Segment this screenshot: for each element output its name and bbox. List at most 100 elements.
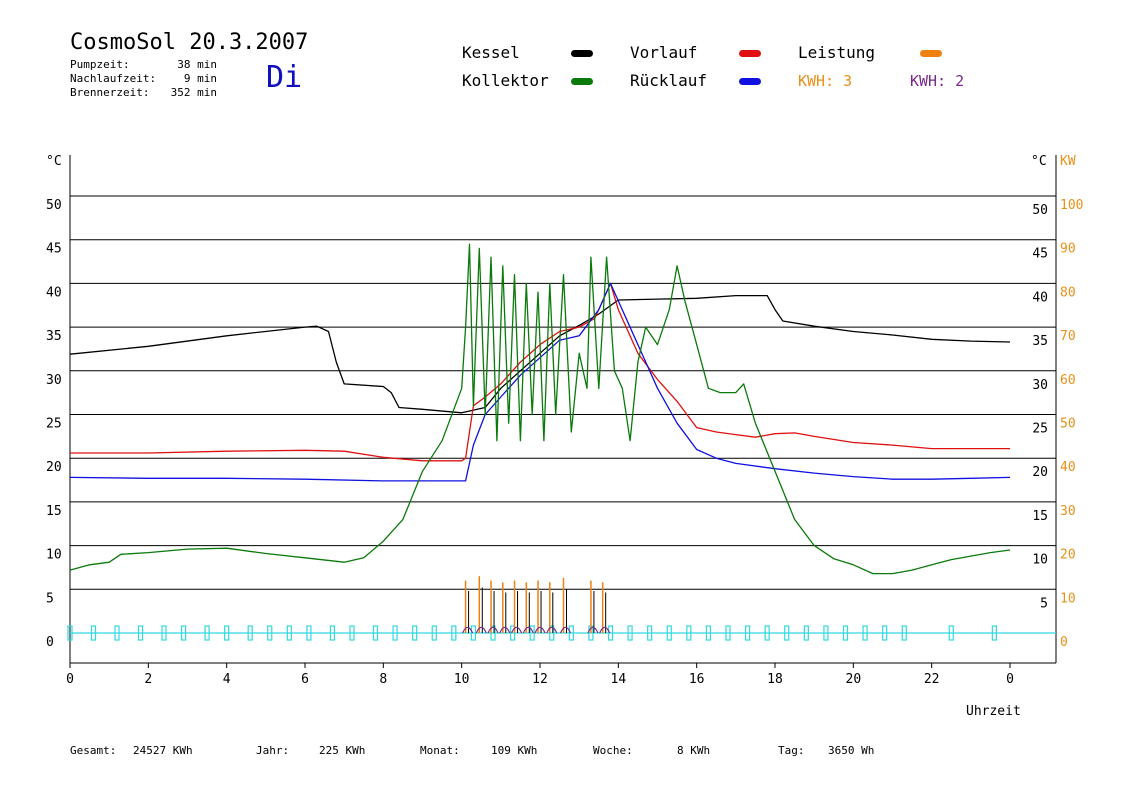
y-tick-label-right: 15 bbox=[1032, 509, 1048, 524]
y-tick-label-right: 25 bbox=[1032, 422, 1048, 437]
footer-label: Monat: bbox=[420, 744, 460, 757]
legend-swatch-kessel bbox=[571, 50, 593, 57]
pump-marker bbox=[392, 625, 398, 641]
leistung-hump bbox=[510, 626, 523, 634]
pump-marker bbox=[901, 625, 907, 641]
pump-marker bbox=[412, 625, 418, 641]
x-tick-label: 8 bbox=[379, 672, 387, 687]
kwh-total-leistung: KWH: 3 bbox=[798, 72, 853, 90]
weekday-label: Di bbox=[266, 60, 303, 95]
kw-tick-label: 20 bbox=[1060, 548, 1076, 563]
stat-label: Brennerzeit: bbox=[70, 86, 150, 99]
pump-marker bbox=[764, 625, 770, 641]
pump-marker bbox=[306, 625, 312, 641]
x-tick-label: 16 bbox=[689, 672, 705, 687]
y-tick-label-right: 20 bbox=[1032, 465, 1048, 480]
pump-marker bbox=[286, 625, 292, 641]
leistung-hump bbox=[546, 626, 558, 634]
pump-marker bbox=[647, 625, 653, 641]
pump-marker bbox=[451, 625, 457, 641]
leistung-hump bbox=[587, 626, 599, 634]
x-tick-label: 10 bbox=[454, 672, 470, 687]
pump-marker bbox=[705, 625, 712, 641]
leistung-hump bbox=[534, 626, 546, 634]
y-axis-unit-left: °C bbox=[46, 154, 62, 169]
footer-value: 225 KWh bbox=[319, 744, 366, 757]
pump-marker bbox=[372, 625, 379, 641]
legend-swatch-ruecklauf bbox=[739, 78, 761, 85]
kw-tick-label: 80 bbox=[1060, 285, 1076, 300]
leistung-hump bbox=[462, 626, 474, 634]
pump-marker bbox=[349, 625, 355, 641]
stat-value: 38 min bbox=[177, 58, 217, 71]
footer-label: Gesamt: bbox=[70, 744, 117, 757]
stat-value: 9 min bbox=[183, 72, 217, 85]
y-axis-unit-kw: KW bbox=[1060, 154, 1076, 169]
kw-tick-label: 30 bbox=[1060, 504, 1076, 519]
pump-marker bbox=[803, 625, 809, 641]
legend-swatch-kollektor bbox=[571, 78, 593, 85]
x-tick-label: 14 bbox=[611, 672, 627, 687]
pump-marker bbox=[137, 625, 144, 641]
pump-marker bbox=[329, 625, 336, 641]
pump-marker bbox=[823, 625, 829, 641]
legend-swatch-vorlauf bbox=[739, 50, 761, 57]
y-tick-label-left: 5 bbox=[46, 591, 54, 606]
pump-marker bbox=[67, 625, 73, 641]
legend-label-vorlauf: Vorlauf bbox=[630, 43, 698, 62]
pump-marker bbox=[607, 625, 614, 641]
y-tick-label-right: 45 bbox=[1032, 247, 1048, 262]
x-tick-label: 4 bbox=[223, 672, 231, 687]
pump-marker bbox=[247, 625, 253, 641]
kw-tick-label: 70 bbox=[1060, 329, 1076, 344]
x-tick-label: 0 bbox=[1006, 672, 1014, 687]
x-axis-title: Uhrzeit bbox=[966, 704, 1021, 719]
kw-tick-label: 60 bbox=[1060, 373, 1076, 388]
x-tick-label: 20 bbox=[846, 672, 862, 687]
y-tick-label-right: 40 bbox=[1032, 290, 1048, 305]
footer-value: 3650 Wh bbox=[828, 744, 875, 757]
y-tick-label-left: 35 bbox=[46, 329, 62, 344]
pump-marker bbox=[267, 625, 273, 641]
legend-label-ruecklauf: Rücklauf bbox=[630, 71, 708, 90]
x-tick-label: 18 bbox=[767, 672, 783, 687]
legend-label-kessel: Kessel bbox=[462, 43, 520, 62]
y-tick-label-right: 30 bbox=[1032, 378, 1048, 393]
chart-title: CosmoSol 20.3.2007 bbox=[70, 30, 309, 55]
kw-tick-label: 0 bbox=[1060, 635, 1068, 650]
pump-marker bbox=[431, 625, 437, 641]
legend-label-kollektor: Kollektor bbox=[462, 71, 549, 90]
pump-marker bbox=[568, 625, 574, 641]
x-tick-label: 2 bbox=[144, 672, 152, 687]
x-tick-label: 12 bbox=[532, 672, 548, 687]
pump-marker bbox=[180, 625, 187, 641]
kw-tick-label: 100 bbox=[1060, 198, 1083, 213]
pump-marker bbox=[470, 625, 477, 641]
stat-label: Pumpzeit: bbox=[70, 58, 130, 71]
kw-tick-label: 10 bbox=[1060, 591, 1076, 606]
pump-marker bbox=[529, 625, 535, 641]
footer-label: Jahr: bbox=[256, 744, 290, 757]
y-tick-label-left: 40 bbox=[46, 285, 62, 300]
y-tick-label-left: 15 bbox=[46, 504, 62, 519]
stat-value: 352 min bbox=[170, 86, 217, 99]
pump-marker bbox=[991, 625, 997, 641]
y-tick-label-left: 30 bbox=[46, 373, 62, 388]
y-tick-label-left: 20 bbox=[46, 460, 62, 475]
pump-marker bbox=[882, 625, 888, 641]
leistung-hump bbox=[559, 626, 572, 634]
x-tick-label: 0 bbox=[66, 672, 74, 687]
y-axis-unit-right: °C bbox=[1031, 154, 1047, 169]
legend-swatch-leistung bbox=[920, 50, 942, 57]
y-tick-label-right: 10 bbox=[1032, 553, 1048, 568]
leistung-hump bbox=[499, 626, 511, 634]
leistung-hump bbox=[522, 626, 534, 634]
kw-tick-label: 50 bbox=[1060, 417, 1076, 432]
stat-label: Nachlaufzeit: bbox=[70, 72, 157, 85]
pump-marker bbox=[204, 625, 210, 641]
pump-marker bbox=[666, 625, 672, 641]
leistung-hump bbox=[475, 626, 487, 634]
pump-marker bbox=[90, 625, 97, 641]
footer-value: 109 KWh bbox=[491, 744, 538, 757]
leistung-hump bbox=[599, 626, 611, 634]
